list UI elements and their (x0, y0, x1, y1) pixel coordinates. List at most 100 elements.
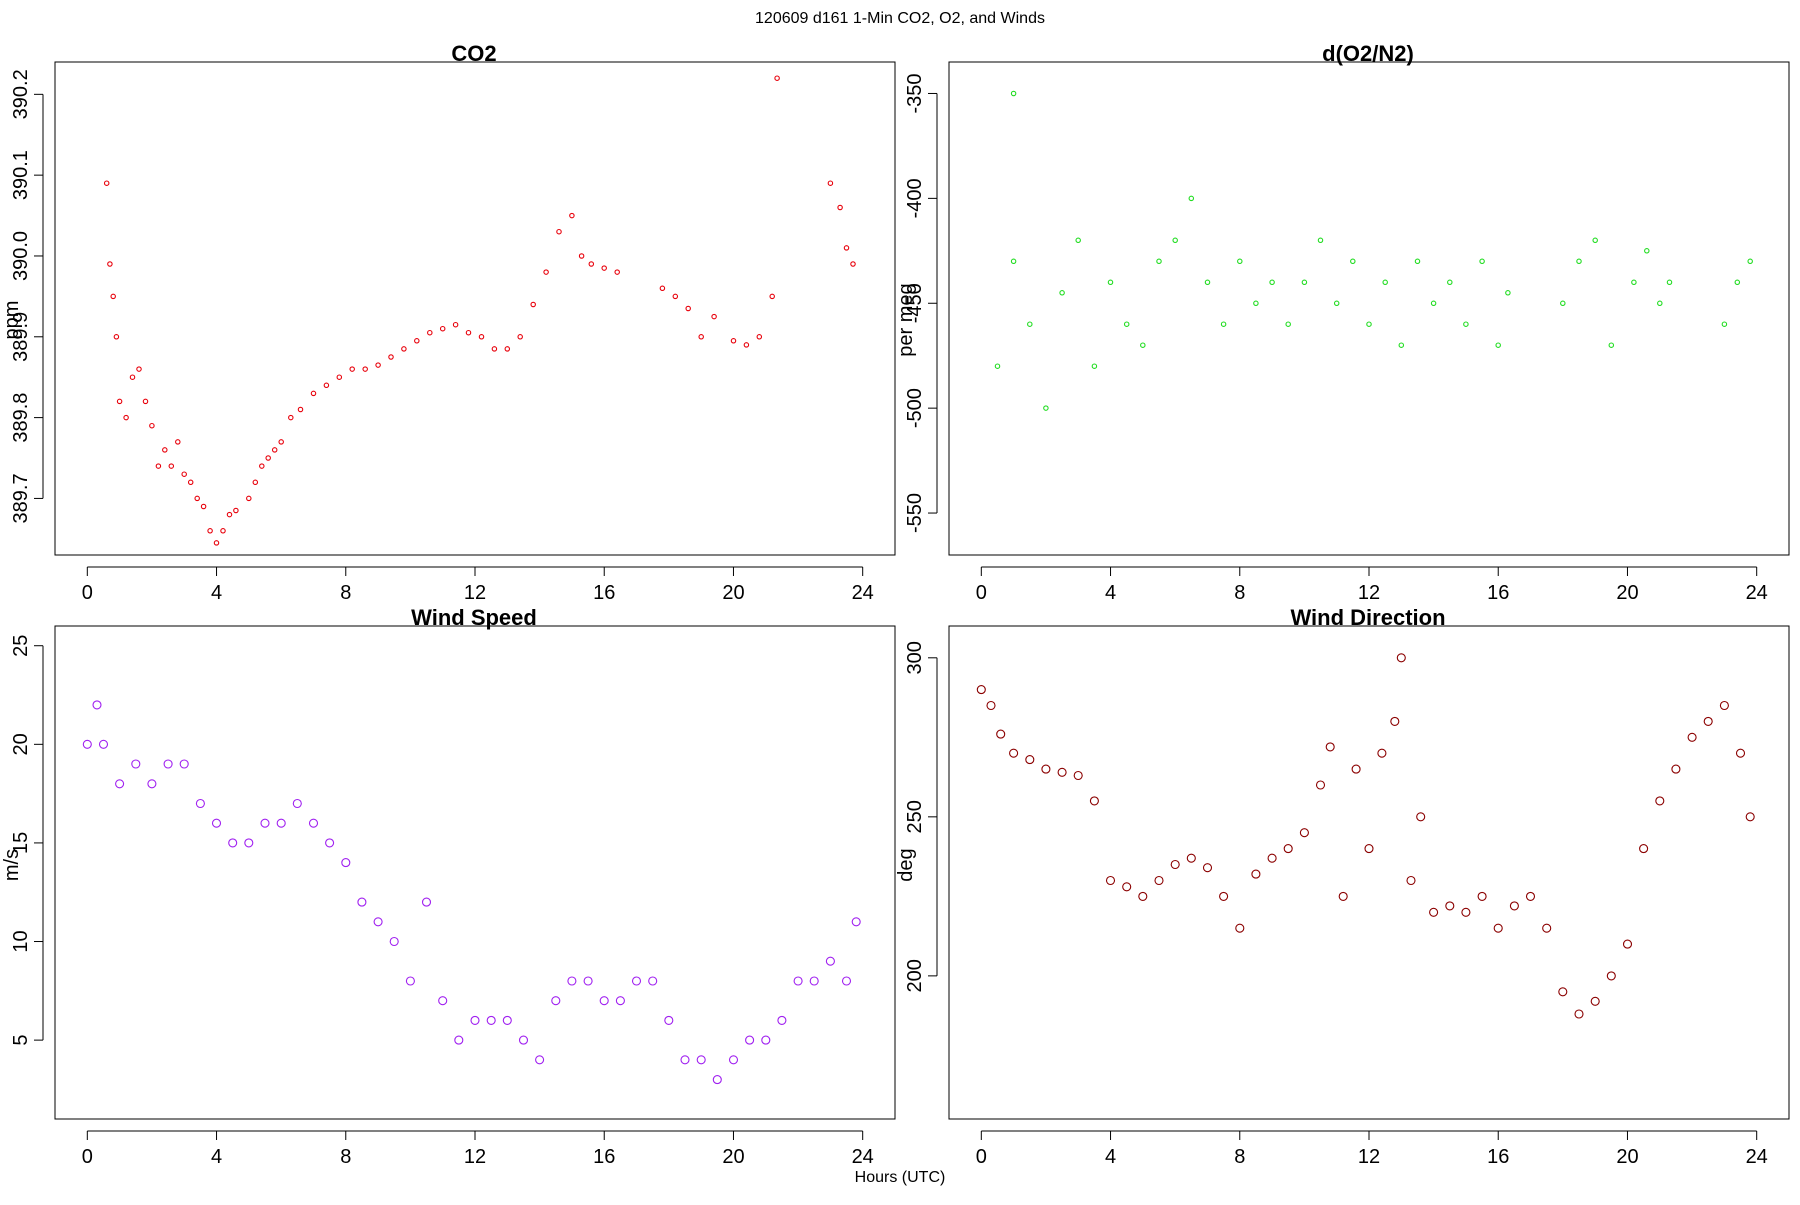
windspeed-point (761, 1035, 771, 1045)
o2n2-point (1253, 300, 1259, 307)
co2-x-tick-label: 4 (211, 582, 222, 604)
windspeed-y-tick-label: 20 (10, 733, 32, 755)
winddir-point (1057, 767, 1067, 777)
co2-point (774, 75, 780, 81)
windspeed-point (615, 996, 625, 1006)
co2-point (769, 293, 775, 300)
co2-point (659, 285, 666, 292)
co2-point (349, 366, 355, 372)
o2n2-point (994, 363, 1001, 369)
co2-point (116, 398, 123, 405)
windspeed-point (599, 996, 609, 1006)
winddir-point (1219, 891, 1229, 901)
co2-x-tick-label: 8 (340, 582, 351, 604)
co2-point (414, 338, 420, 344)
co2-point (181, 471, 187, 477)
o2n2-point (1140, 342, 1146, 348)
winddir-point (1025, 755, 1035, 765)
co2-point (323, 382, 330, 389)
windspeed-point (292, 798, 302, 809)
winddir-point (1574, 1009, 1584, 1019)
co2-y-tick-label: 389.8 (10, 393, 32, 443)
windspeed-point (260, 818, 270, 828)
winddir-point (1429, 907, 1439, 917)
co2-point (265, 455, 271, 461)
windspeed-x-tick-label: 20 (722, 1146, 744, 1168)
co2-point (259, 463, 265, 469)
o2n2-y-tick-label: -350 (904, 73, 926, 113)
winddir-point (1493, 923, 1503, 933)
o2n2-point (1463, 321, 1469, 327)
winddir-point (1703, 716, 1713, 726)
co2-point (162, 447, 168, 453)
winddir-point (1283, 844, 1293, 854)
co2-point (478, 334, 485, 340)
windspeed-point (325, 838, 335, 848)
windspeed-point (98, 739, 109, 749)
windspeed-points (82, 700, 861, 1085)
o2n2-x-tick-label: 4 (1105, 582, 1116, 604)
co2-x-tick-label: 24 (852, 582, 874, 604)
co2-point (129, 374, 136, 380)
windspeed-x-tick-label: 4 (211, 1146, 222, 1168)
winddir-point (1687, 732, 1697, 742)
co2-ylabel: ppm (1, 301, 23, 340)
windspeed-point (502, 1015, 512, 1025)
winddir-point (1606, 971, 1616, 981)
winddir-point (1073, 770, 1083, 781)
winddir-point (1325, 742, 1335, 752)
windspeed-point (631, 976, 642, 986)
winddir-point (986, 700, 996, 711)
winddir-point (1364, 844, 1374, 854)
winddir-point (1622, 939, 1633, 949)
o2n2-point (1747, 258, 1753, 265)
o2n2-point (1631, 279, 1637, 286)
winddir-point (1170, 859, 1180, 870)
windspeed-point (712, 1075, 722, 1085)
winddir-point (1138, 891, 1148, 901)
co2-point (543, 269, 549, 275)
o2n2-point (1123, 321, 1130, 327)
o2n2-point (1666, 279, 1673, 286)
co2-point (213, 540, 220, 546)
winddir-point (1315, 780, 1326, 790)
windspeed-point (470, 1015, 480, 1025)
winddir-plot-frame (948, 625, 1790, 1120)
o2n2-x-tick-label: 12 (1358, 582, 1380, 604)
o2n2-point (1447, 279, 1453, 286)
co2-point (168, 463, 175, 469)
co2-point (388, 354, 394, 360)
windspeed-point (276, 818, 286, 828)
co2-point (465, 329, 472, 336)
windspeed-point (92, 700, 102, 710)
o2n2-x-tick-label: 8 (1234, 582, 1245, 604)
winddir-point (1525, 891, 1536, 901)
co2-x-tick-label: 20 (722, 582, 744, 604)
o2n2-point (1657, 300, 1663, 307)
co2-point (698, 334, 704, 340)
o2n2-point (1382, 279, 1388, 286)
co2-point (288, 414, 294, 421)
co2-point (827, 180, 834, 186)
windspeed-point (211, 818, 222, 828)
winddir-point (976, 685, 986, 695)
windspeed-point (131, 759, 141, 769)
co2-point (569, 212, 575, 219)
windspeed-x-tick-label: 12 (464, 1146, 486, 1168)
winddir-point (1639, 844, 1649, 854)
o2n2-point (1043, 405, 1049, 411)
co2-point (220, 528, 226, 534)
windspeed-point (841, 976, 852, 986)
windspeed-x-tick-label: 8 (340, 1146, 351, 1168)
windspeed-point (825, 956, 835, 966)
o2n2-panel: d(O2/N2) per meg 0 4 8 12 16 20 24-550-500-450… (895, 41, 1790, 604)
co2-point (207, 528, 213, 534)
winddir-point (1251, 869, 1261, 879)
co2-points (103, 75, 856, 546)
o2n2-point (1027, 321, 1033, 327)
co2-point (110, 293, 116, 300)
winddir-point (1655, 796, 1665, 806)
windspeed-point (583, 976, 593, 986)
co2-y-tick-label: 390.2 (10, 69, 32, 119)
windspeed-point (389, 936, 399, 947)
